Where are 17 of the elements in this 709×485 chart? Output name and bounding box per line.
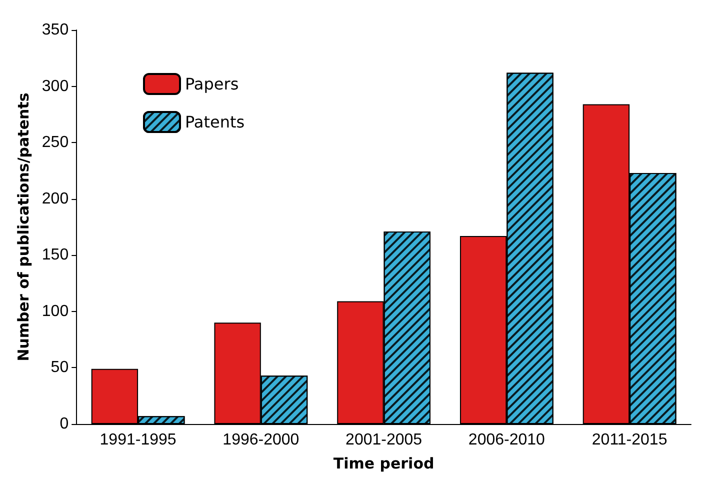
y-tick-label: 250 <box>42 134 69 152</box>
y-tick-label: 100 <box>42 302 69 320</box>
y-tick-label: 50 <box>50 359 69 376</box>
y-tick-label: 300 <box>42 78 69 95</box>
x-tick-label: 2001-2005 <box>346 432 422 448</box>
x-axis-title: Time period <box>333 454 434 472</box>
y-tick-label: 200 <box>42 190 69 208</box>
y-axis-title: Number of publications/patents <box>14 92 32 362</box>
x-tick-label: 2011-2015 <box>592 432 668 448</box>
y-tick-label: 150 <box>42 246 69 264</box>
x-tick-label: 2006-2010 <box>468 432 546 448</box>
legend-label: Patents <box>185 112 245 132</box>
legend-label: Papers <box>185 74 239 94</box>
x-tick-label: 1996-2000 <box>222 432 300 448</box>
y-tick-label: 0 <box>60 416 69 432</box>
y-tick-label: 350 <box>42 22 69 38</box>
x-tick-label: 1991-1995 <box>100 432 176 448</box>
